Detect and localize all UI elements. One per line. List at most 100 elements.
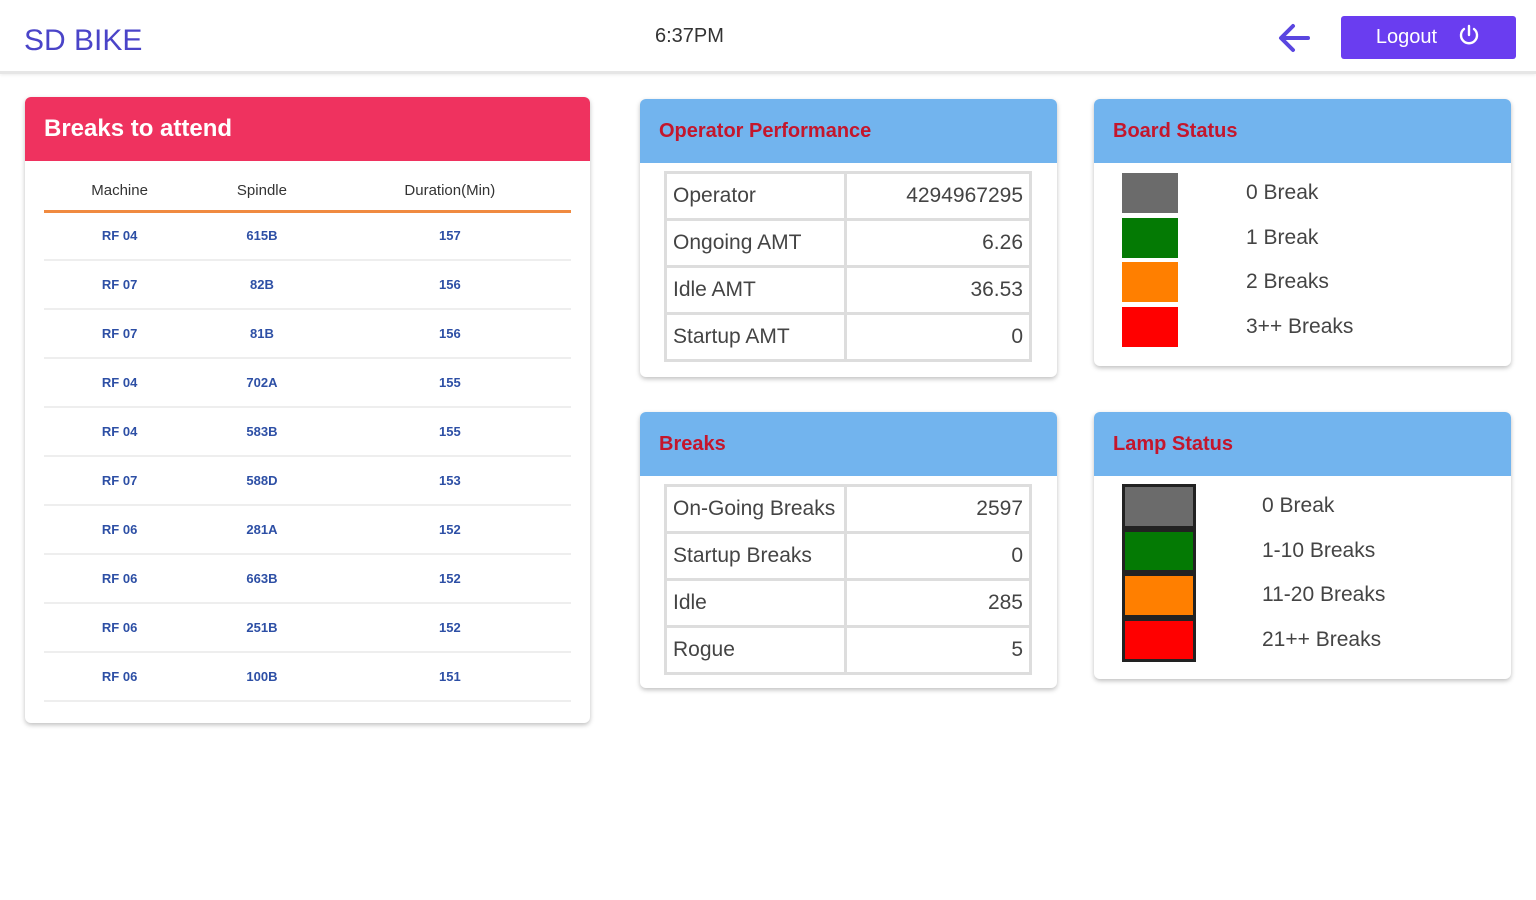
color-swatch	[1122, 528, 1196, 573]
column-header: Machine	[44, 171, 196, 213]
duration-cell: 151	[328, 652, 571, 702]
value-cell: 5	[844, 625, 1032, 675]
machine-cell: RF 06	[44, 505, 196, 555]
column-header: Duration(Min)	[328, 171, 571, 213]
table-row: On-Going Breaks 2597	[664, 484, 1032, 534]
color-swatch	[1122, 484, 1196, 529]
breaks-table: On-Going Breaks 2597 Startup Breaks 0 Idle 28…	[664, 484, 1032, 675]
duration-cell: 152	[328, 554, 571, 604]
table-row[interactable]: RF 07 588D 153	[44, 456, 571, 506]
value-cell: 6.26	[844, 218, 1032, 268]
table-row[interactable]: RF 04 702A 155	[44, 358, 571, 408]
machine-cell: RF 07	[44, 456, 196, 506]
spindle-cell: 702A	[195, 358, 329, 408]
legend-item: 11-20 Breaks	[1122, 573, 1511, 618]
spindle-cell: 100B	[195, 652, 329, 702]
table-row: Operator 4294967295	[664, 171, 1032, 221]
board-status-card: Board Status 0 Break 1 Break 2 Breaks 3++ B…	[1094, 99, 1511, 366]
lamp-status-card: Lamp Status 0 Break 1-10 Breaks 11-20 Brea…	[1094, 412, 1511, 679]
card-title: Operator Performance	[640, 99, 1057, 163]
card-title: Lamp Status	[1094, 412, 1511, 476]
spindle-cell: 82B	[195, 260, 329, 310]
table-row: Idle 285	[664, 578, 1032, 628]
duration-cell: 152	[328, 505, 571, 555]
legend-item: 0 Break	[1122, 484, 1511, 529]
logout-button[interactable]: Logout	[1341, 16, 1516, 59]
top-bar: SD BIKE 6:37PM Logout	[0, 0, 1536, 74]
board-status-legend: 0 Break 1 Break 2 Breaks 3++ Breaks	[1094, 163, 1511, 349]
table-row: Startup Breaks 0	[664, 531, 1032, 581]
table-row: Idle AMT 36.53	[664, 265, 1032, 315]
machine-cell: RF 07	[44, 309, 196, 359]
spindle-cell: 663B	[195, 554, 329, 604]
machine-cell: RF 06	[44, 603, 196, 653]
lamp-status-legend: 0 Break 1-10 Breaks 11-20 Breaks 21++ Break…	[1094, 476, 1511, 662]
spindle-cell: 251B	[195, 603, 329, 653]
label-cell: Idle AMT	[664, 265, 847, 315]
value-cell: 36.53	[844, 265, 1032, 315]
back-arrow-icon[interactable]	[1276, 20, 1312, 56]
label-cell: Idle	[664, 578, 847, 628]
legend-label: 1-10 Breaks	[1262, 538, 1376, 562]
color-swatch	[1122, 173, 1178, 214]
legend-label: 11-20 Breaks	[1262, 583, 1386, 607]
color-swatch	[1122, 262, 1178, 303]
duration-cell: 152	[328, 603, 571, 653]
table-row: Ongoing AMT 6.26	[664, 218, 1032, 268]
legend-label: 21++ Breaks	[1262, 627, 1382, 651]
legend-item: 2 Breaks	[1122, 260, 1511, 305]
card-title: Breaks to attend	[25, 97, 590, 161]
table-row[interactable]: RF 06 251B 152	[44, 603, 571, 653]
brand-title: SD BIKE	[24, 24, 143, 57]
label-cell: On-Going Breaks	[664, 484, 847, 534]
table-row: Startup AMT 0	[664, 312, 1032, 362]
logout-label: Logout	[1375, 26, 1438, 48]
color-swatch	[1122, 217, 1178, 258]
table-row[interactable]: RF 06 100B 151	[44, 652, 571, 702]
label-cell: Startup AMT	[664, 312, 847, 362]
table-row[interactable]: RF 06 663B 152	[44, 554, 571, 604]
label-cell: Ongoing AMT	[664, 218, 847, 268]
value-cell: 285	[844, 578, 1032, 628]
operator-performance-card: Operator Performance Operator 4294967295 O…	[640, 99, 1057, 377]
value-cell: 0	[844, 531, 1032, 581]
duration-cell: 153	[328, 456, 571, 506]
spindle-cell: 615B	[195, 211, 329, 261]
table-row[interactable]: RF 07 82B 156	[44, 260, 571, 310]
operator-performance-table: Operator 4294967295 Ongoing AMT 6.26 Idle AM…	[664, 171, 1032, 362]
table-row[interactable]: RF 07 81B 156	[44, 309, 571, 359]
duration-cell: 157	[328, 211, 571, 261]
label-cell: Rogue	[664, 625, 847, 675]
label-cell: Operator	[664, 171, 847, 221]
duration-cell: 156	[328, 309, 571, 359]
color-swatch	[1122, 617, 1196, 662]
value-cell: 4294967295	[844, 171, 1032, 221]
legend-item: 21++ Breaks	[1122, 617, 1511, 662]
table-row[interactable]: RF 04 615B 157	[44, 211, 571, 261]
spindle-cell: 81B	[195, 309, 329, 359]
clock: 6:37PM	[655, 25, 724, 47]
breaks-card: Breaks On-Going Breaks 2597 Startup Breaks…	[640, 412, 1057, 688]
table-row[interactable]: RF 04 583B 155	[44, 407, 571, 457]
spindle-cell: 583B	[195, 407, 329, 457]
color-swatch	[1122, 573, 1196, 618]
value-cell: 0	[844, 312, 1032, 362]
table-row: Rogue 5	[664, 625, 1032, 675]
legend-item: 1-10 Breaks	[1122, 528, 1511, 573]
machine-cell: RF 04	[44, 358, 196, 408]
legend-label: 3++ Breaks	[1246, 314, 1354, 338]
legend-item: 1 Break	[1122, 216, 1511, 261]
legend-label: 0 Break	[1262, 494, 1335, 518]
machine-cell: RF 06	[44, 554, 196, 604]
label-cell: Startup Breaks	[664, 531, 847, 581]
legend-label: 2 Breaks	[1246, 270, 1329, 294]
legend-item: 3++ Breaks	[1122, 305, 1511, 350]
legend-label: 0 Break	[1246, 181, 1319, 205]
breaks-table: Machine Spindle Duration(Min) RF 04 615B 1…	[44, 171, 571, 702]
machine-cell: RF 04	[44, 407, 196, 457]
legend-item: 0 Break	[1122, 171, 1511, 216]
machine-cell: RF 07	[44, 260, 196, 310]
breaks-to-attend-card: Breaks to attend Machine Spindle Duratio…	[25, 97, 590, 723]
table-row[interactable]: RF 06 281A 152	[44, 505, 571, 555]
spindle-cell: 588D	[195, 456, 329, 506]
